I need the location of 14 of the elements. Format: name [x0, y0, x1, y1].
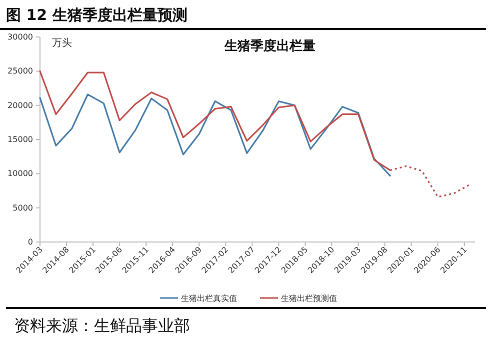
y-tick-label: 5000	[12, 203, 33, 212]
y-tick-label: 20000	[8, 100, 33, 110]
y-tick-label: 10000	[8, 169, 33, 178]
y-tick-label: 15000	[8, 135, 33, 144]
y-tick-label: 25000	[8, 66, 33, 76]
line-series	[39, 94, 391, 177]
chart-title: 图 12 生猪季度出栏量预测	[6, 6, 188, 24]
y-axis-title: 万头	[52, 37, 72, 49]
y-tick-label: 0	[28, 238, 33, 246]
text: 资料来源：生鲜品事业部	[14, 316, 190, 335]
y-tick-label: 30000	[8, 32, 33, 42]
chart-subtitle: 生猪季度出栏量	[224, 38, 316, 54]
legend-label: 生猪出栏真实值	[181, 294, 237, 303]
legend-label: 生猪出栏预测值	[281, 294, 337, 303]
